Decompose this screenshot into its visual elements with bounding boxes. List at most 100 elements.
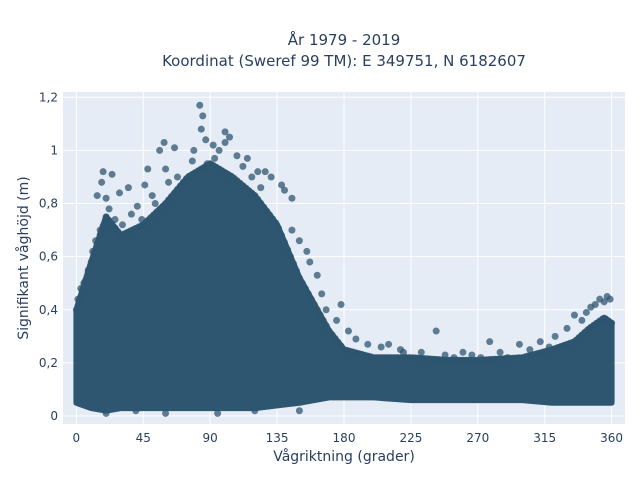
data-point bbox=[304, 290, 312, 298]
x-axis-label: Vågriktning (grader) bbox=[273, 448, 415, 465]
data-point bbox=[233, 152, 241, 160]
data-point bbox=[563, 324, 571, 332]
data-point bbox=[337, 300, 345, 308]
data-point bbox=[87, 258, 95, 266]
x-tick-labels: 0 45 90 135 180 225 270 315 360 bbox=[73, 431, 624, 445]
data-point bbox=[132, 407, 140, 415]
data-point bbox=[160, 138, 168, 146]
data-point bbox=[84, 266, 92, 274]
data-point bbox=[108, 170, 116, 178]
data-point bbox=[432, 327, 440, 335]
data-point bbox=[578, 316, 586, 324]
data-point bbox=[450, 354, 458, 362]
data-point bbox=[92, 237, 100, 245]
scatter-points bbox=[72, 101, 616, 417]
data-point bbox=[203, 160, 211, 168]
data-point bbox=[281, 239, 289, 247]
y-tick-label: 0 bbox=[50, 409, 58, 423]
data-point bbox=[151, 200, 159, 208]
data-point bbox=[288, 194, 296, 202]
data-point bbox=[303, 247, 311, 255]
data-point bbox=[248, 173, 256, 181]
y-tick-label: 0,2 bbox=[39, 356, 58, 370]
data-point bbox=[221, 128, 229, 136]
data-point bbox=[251, 407, 259, 415]
data-point bbox=[102, 194, 110, 202]
y-tick-label: 0,8 bbox=[39, 197, 58, 211]
data-point bbox=[98, 178, 106, 186]
data-point bbox=[316, 311, 324, 319]
data-point bbox=[74, 295, 82, 303]
data-point bbox=[352, 335, 360, 343]
data-point bbox=[606, 295, 614, 303]
x-tick-label: 360 bbox=[600, 431, 623, 445]
data-point bbox=[536, 338, 544, 346]
data-point bbox=[138, 215, 146, 223]
data-point bbox=[286, 253, 294, 261]
data-point bbox=[221, 138, 229, 146]
chart-title-line2: Koordinat (Sweref 99 TM): E 349751, N 61… bbox=[162, 52, 526, 70]
data-point bbox=[196, 101, 204, 109]
data-point bbox=[298, 279, 306, 287]
data-point bbox=[333, 316, 341, 324]
data-point bbox=[486, 338, 494, 346]
data-point bbox=[306, 258, 314, 266]
data-point bbox=[313, 306, 321, 314]
data-point bbox=[278, 181, 286, 189]
data-point bbox=[190, 146, 198, 154]
data-point bbox=[211, 154, 219, 162]
data-point bbox=[173, 173, 181, 181]
data-point bbox=[99, 168, 107, 176]
data-point bbox=[93, 192, 101, 200]
y-tick-label: 1 bbox=[50, 143, 58, 157]
data-point bbox=[188, 157, 196, 165]
data-point bbox=[322, 306, 330, 314]
x-tick-label: 0 bbox=[73, 431, 81, 445]
data-point bbox=[254, 168, 262, 176]
data-point bbox=[102, 409, 110, 417]
data-point bbox=[80, 279, 88, 287]
data-point bbox=[318, 290, 326, 298]
data-point bbox=[278, 231, 286, 239]
data-point bbox=[162, 165, 170, 173]
data-point bbox=[72, 306, 80, 314]
data-point bbox=[89, 247, 97, 255]
data-point bbox=[295, 237, 303, 245]
data-point bbox=[504, 354, 512, 362]
y-tick-labels: 0 0,2 0,4 0,6 0,8 1 1,2 bbox=[39, 90, 58, 423]
data-point bbox=[141, 181, 149, 189]
data-point bbox=[582, 308, 590, 316]
data-point bbox=[272, 219, 280, 227]
x-tick-label: 270 bbox=[466, 431, 489, 445]
data-point bbox=[600, 298, 608, 306]
chart-title-line1: År 1979 - 2019 bbox=[288, 30, 401, 49]
data-point bbox=[551, 332, 559, 340]
data-point bbox=[545, 343, 553, 351]
data-point bbox=[226, 133, 234, 141]
data-point bbox=[239, 162, 247, 170]
data-point bbox=[385, 340, 393, 348]
data-point bbox=[591, 300, 599, 308]
data-point bbox=[105, 205, 113, 213]
x-tick-label: 315 bbox=[533, 431, 556, 445]
data-point bbox=[284, 246, 292, 254]
data-point bbox=[144, 165, 152, 173]
data-point bbox=[171, 144, 179, 152]
data-point bbox=[165, 178, 173, 186]
x-tick-label: 135 bbox=[266, 431, 289, 445]
data-point bbox=[295, 274, 303, 282]
data-point bbox=[289, 260, 297, 268]
data-point bbox=[156, 146, 164, 154]
data-point bbox=[111, 215, 119, 223]
data-point bbox=[288, 226, 296, 234]
data-point bbox=[441, 351, 449, 359]
data-point bbox=[261, 168, 269, 176]
data-point bbox=[344, 327, 352, 335]
x-tick-label: 225 bbox=[399, 431, 422, 445]
y-tick-label: 1,2 bbox=[39, 90, 58, 104]
data-point bbox=[124, 184, 132, 192]
data-point bbox=[515, 340, 523, 348]
data-point bbox=[179, 178, 187, 186]
data-point bbox=[313, 271, 321, 279]
